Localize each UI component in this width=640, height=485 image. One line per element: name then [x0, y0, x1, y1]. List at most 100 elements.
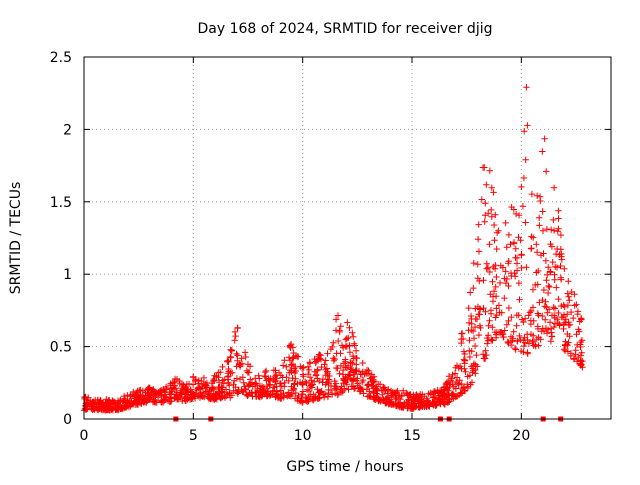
data-point — [287, 367, 294, 374]
data-point — [476, 277, 483, 285]
data-point — [512, 346, 519, 353]
data-point — [542, 298, 549, 305]
data-point — [474, 236, 482, 243]
data-point — [550, 216, 557, 224]
data-point — [189, 374, 197, 381]
data-point — [288, 390, 296, 398]
data-point — [539, 227, 547, 234]
data-point — [518, 252, 525, 259]
data-point — [283, 363, 290, 370]
data-point — [524, 122, 531, 129]
data-point — [219, 384, 226, 391]
data-point — [162, 383, 170, 391]
data-point — [487, 307, 495, 314]
data-point — [304, 398, 311, 406]
data-point — [551, 271, 558, 278]
data-point — [225, 358, 232, 365]
data-point — [555, 215, 562, 222]
data-point — [564, 302, 572, 309]
data-point — [496, 279, 504, 287]
data-point — [550, 184, 558, 191]
data-point — [557, 246, 564, 253]
data-point — [351, 371, 358, 378]
data-point — [171, 375, 179, 383]
data-point — [461, 350, 468, 358]
data-point — [235, 360, 243, 368]
data-point — [370, 395, 377, 403]
data-point — [374, 393, 381, 401]
data-point — [458, 365, 465, 372]
data-point — [492, 314, 499, 321]
data-point — [526, 309, 534, 316]
data-point — [291, 395, 299, 402]
data-point — [261, 372, 268, 380]
data-point — [412, 392, 420, 399]
data-point — [564, 348, 572, 355]
data-point — [452, 378, 460, 386]
data-point — [103, 396, 110, 403]
x-tick-label: 15 — [403, 428, 421, 444]
data-point — [355, 368, 363, 375]
data-point — [346, 342, 353, 350]
data-point — [126, 397, 133, 404]
data-point — [543, 225, 551, 233]
data-point — [502, 268, 509, 275]
data-point — [337, 350, 344, 357]
data-point — [564, 290, 571, 297]
data-point — [420, 397, 427, 405]
data-point — [523, 264, 530, 271]
data-point — [343, 364, 351, 371]
data-point — [285, 377, 292, 385]
data-point — [445, 398, 452, 406]
data-point — [352, 347, 360, 354]
data-point — [465, 304, 472, 312]
data-point — [513, 260, 521, 267]
data-point — [392, 395, 399, 403]
data-point — [507, 241, 514, 248]
data-point — [474, 363, 481, 370]
data-point — [170, 386, 178, 393]
data-point — [196, 384, 203, 391]
data-point — [327, 386, 335, 394]
data-point — [503, 244, 510, 251]
data-point — [525, 312, 532, 319]
data-point — [510, 328, 517, 335]
data-point — [359, 376, 367, 384]
data-point — [359, 368, 366, 375]
data-point — [353, 355, 360, 362]
data-point — [512, 245, 519, 252]
data-point — [332, 316, 340, 323]
data-point — [324, 350, 331, 357]
data-point — [213, 390, 220, 398]
data-point — [322, 357, 329, 364]
data-point — [495, 302, 503, 309]
data-point — [351, 340, 358, 347]
data-point — [410, 405, 417, 412]
data-point — [540, 286, 548, 294]
data-point — [308, 384, 316, 391]
data-point — [258, 393, 265, 400]
data-point — [345, 386, 352, 393]
data-point — [475, 221, 482, 228]
data-point — [277, 387, 284, 394]
data-point — [320, 394, 328, 401]
data-point — [491, 237, 498, 244]
data-point — [296, 379, 304, 386]
data-point — [342, 336, 349, 343]
data-point — [561, 265, 568, 272]
data-point — [466, 353, 474, 361]
data-point — [518, 264, 525, 272]
data-point — [472, 315, 479, 323]
data-point — [432, 402, 439, 409]
data-point — [380, 384, 387, 391]
data-point — [493, 245, 500, 253]
data-point — [490, 221, 498, 229]
data-point — [462, 368, 469, 375]
data-point — [240, 379, 247, 386]
data-point — [501, 275, 508, 282]
data-point — [536, 299, 543, 306]
data-point — [525, 340, 533, 347]
data-point — [104, 403, 111, 411]
data-point — [544, 309, 551, 316]
data-point — [336, 370, 343, 377]
